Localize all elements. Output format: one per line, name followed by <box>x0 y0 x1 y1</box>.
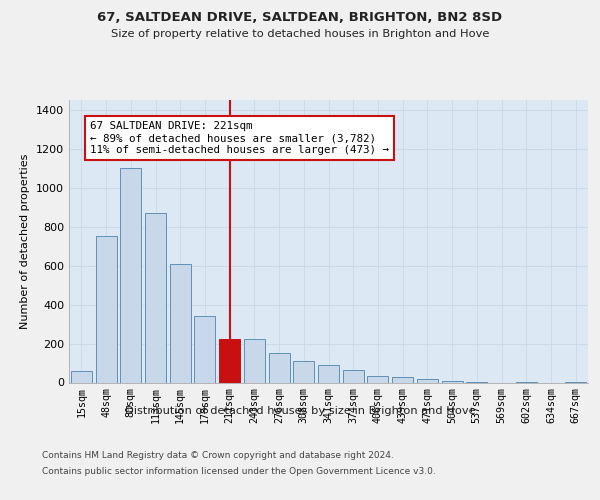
Bar <box>293 361 314 382</box>
Bar <box>219 338 240 382</box>
Bar <box>318 365 339 382</box>
Text: Distribution of detached houses by size in Brighton and Hove: Distribution of detached houses by size … <box>125 406 475 416</box>
Bar <box>194 316 215 382</box>
Bar <box>244 338 265 382</box>
Text: Size of property relative to detached houses in Brighton and Hove: Size of property relative to detached ho… <box>111 29 489 39</box>
Bar <box>417 378 438 382</box>
Bar <box>367 376 388 382</box>
Bar <box>343 370 364 382</box>
Bar <box>269 354 290 382</box>
Bar <box>145 213 166 382</box>
Bar <box>95 236 116 382</box>
Text: Contains public sector information licensed under the Open Government Licence v3: Contains public sector information licen… <box>42 468 436 476</box>
Text: 67 SALTDEAN DRIVE: 221sqm
← 89% of detached houses are smaller (3,782)
11% of se: 67 SALTDEAN DRIVE: 221sqm ← 89% of detac… <box>90 122 389 154</box>
Bar <box>71 371 92 382</box>
Bar <box>442 380 463 382</box>
Bar <box>392 376 413 382</box>
Bar <box>170 264 191 382</box>
Bar <box>120 168 141 382</box>
Y-axis label: Number of detached properties: Number of detached properties <box>20 154 31 329</box>
Text: Contains HM Land Registry data © Crown copyright and database right 2024.: Contains HM Land Registry data © Crown c… <box>42 451 394 460</box>
Text: 67, SALTDEAN DRIVE, SALTDEAN, BRIGHTON, BN2 8SD: 67, SALTDEAN DRIVE, SALTDEAN, BRIGHTON, … <box>97 11 503 24</box>
